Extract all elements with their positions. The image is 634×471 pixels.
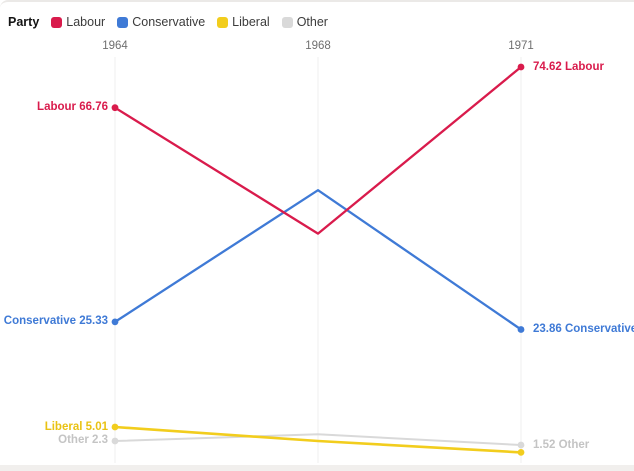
legend: Party Labour Conservative Liberal Other [8,14,328,30]
other-swatch-icon [281,16,293,28]
point-liberal-1971[interactable] [517,449,525,456]
legend-item-conservative[interactable]: Conservative [117,15,205,29]
card-bottom-border [0,465,634,471]
axis-label-1971: 1971 [508,40,534,52]
point-liberal-1964[interactable] [111,423,119,431]
legend-item-label: Conservative [132,15,206,29]
point-labour-1971[interactable] [517,63,525,71]
conservative-swatch-icon [117,16,129,28]
axis-label-1968: 1968 [305,40,331,52]
legend-title: Party [8,15,40,29]
point-labour-1964[interactable] [111,104,119,112]
legend-item-label: Other [296,15,328,29]
legend-item-labour[interactable]: Labour [51,15,105,29]
liberal-swatch-icon [217,16,229,28]
axis-label-1964: 1964 [102,40,128,52]
legend-item-label: Labour [66,15,106,29]
line-other [114,433,522,446]
label-conservative-1971: 23.86 Conservative [533,323,634,335]
point-conservative-1971[interactable] [517,326,525,333]
point-other-1971[interactable] [517,441,525,449]
labour-swatch-icon [51,16,63,28]
point-other-1964[interactable] [111,437,119,445]
legend-item-liberal[interactable]: Liberal [217,15,270,29]
label-other-1971: 1.52 Other [533,439,590,451]
label-other-1964: Other 2.3 [58,434,108,446]
label-labour-1971: 74.62 Labour [533,61,604,73]
line-liberal [114,425,522,454]
line-conservative [114,189,522,331]
point-conservative-1964[interactable] [111,318,119,326]
legend-item-other[interactable]: Other [281,15,328,29]
legend-item-label: Liberal [232,15,270,29]
line-labour [114,66,522,235]
label-labour-1964: Labour 66.76 [37,101,108,113]
label-liberal-1964: Liberal 5.01 [44,421,108,433]
label-conservative-1964: Conservative 25.33 [3,315,108,327]
